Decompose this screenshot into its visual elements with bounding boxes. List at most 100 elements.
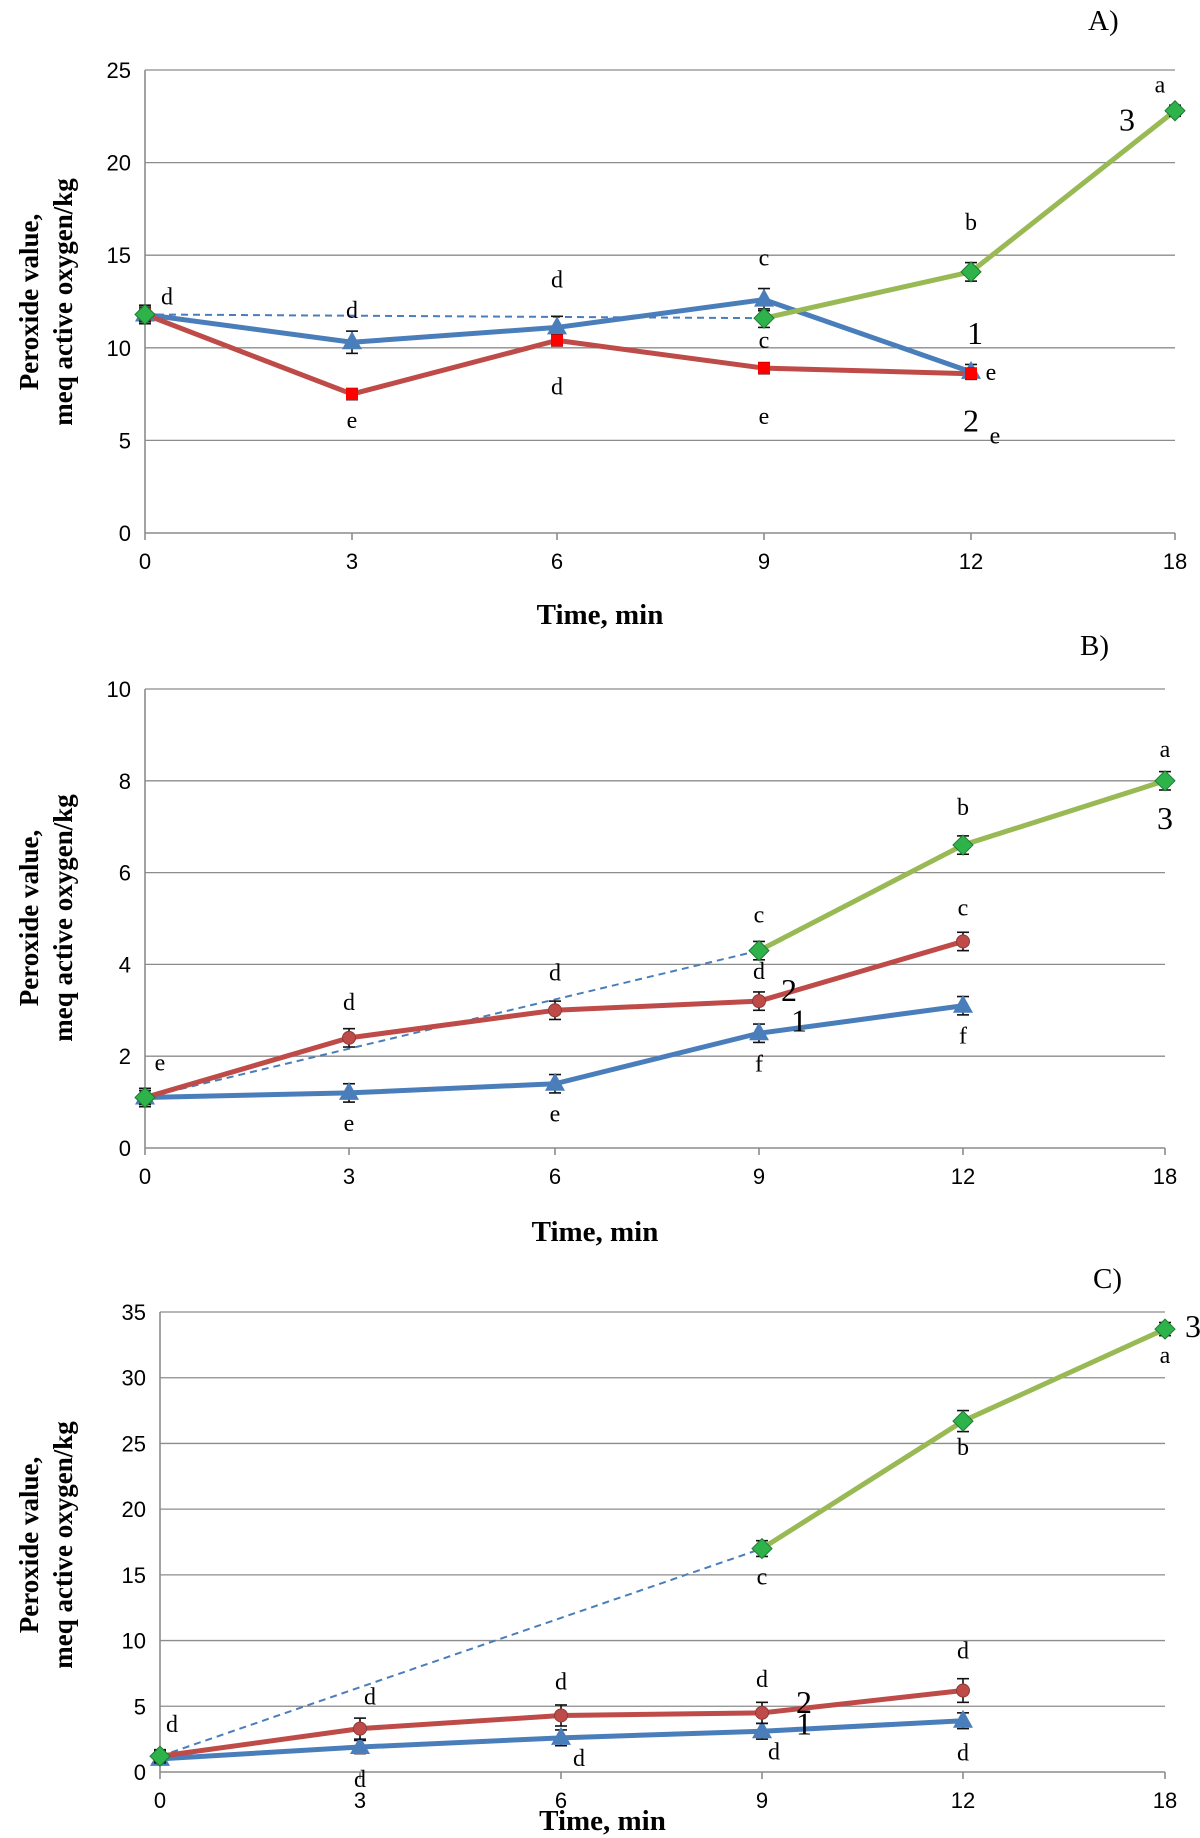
series-3-point [134, 303, 156, 326]
panel-label: B) [1080, 630, 1109, 662]
x-tick-label: 6 [549, 1164, 561, 1189]
significance-letter: b [965, 210, 977, 236]
significance-letter: d [957, 1741, 969, 1767]
significance-letter: c [759, 328, 770, 354]
y-axis-title: Peroxide value, meq active oxygen/kg [14, 1421, 78, 1669]
significance-letter: d [555, 1669, 567, 1695]
series-3-point [952, 834, 974, 856]
series-1-point [953, 994, 973, 1013]
y-tick-label: 20 [107, 151, 131, 176]
y-tick-label: 0 [119, 521, 131, 546]
y-tick-label: 15 [122, 1563, 146, 1588]
series-number-label: 3 [1119, 102, 1135, 138]
series-2-point [342, 1030, 356, 1045]
significance-letter: d [343, 990, 355, 1016]
y-axis-title-line-2: meq active oxygen/kg [48, 1421, 78, 1669]
x-axis-title: Time, min [537, 599, 664, 631]
significance-letter: a [1155, 73, 1166, 99]
x-tick-label: 0 [139, 1164, 151, 1189]
x-tick-label: 0 [154, 1788, 166, 1813]
series-1-point [342, 331, 362, 350]
significance-letter: e [550, 1102, 561, 1128]
y-axis-title-line-1: Peroxide value, [14, 1457, 44, 1633]
series-3-point [751, 1537, 773, 1560]
significance-letter: b [957, 795, 969, 821]
significance-letter: c [754, 903, 765, 929]
y-tick-label: 25 [122, 1431, 146, 1456]
y-tick-label: 35 [122, 1300, 146, 1325]
significance-letter: e [155, 1051, 166, 1077]
series-number-label: 1 [796, 1705, 812, 1741]
significance-letter: d [161, 284, 173, 310]
y-tick-label: 30 [122, 1366, 146, 1391]
series-2-point [346, 388, 358, 401]
x-tick-label: 18 [1163, 549, 1187, 574]
x-tick-label: 3 [354, 1788, 366, 1813]
y-axis-title: Peroxide value, meq active oxygen/kg [14, 794, 78, 1042]
y-axis-title: Peroxide value, meq active oxygen/kg [14, 178, 78, 426]
series-1-point [749, 1022, 769, 1041]
y-tick-label: 10 [107, 677, 131, 702]
series-number-label: 3 [1157, 800, 1173, 836]
series-2-point [956, 1683, 970, 1698]
y-tick-label: 10 [107, 336, 131, 361]
y-tick-label: 8 [119, 769, 131, 794]
y-tick-label: 10 [122, 1629, 146, 1654]
significance-letter: d [346, 298, 358, 324]
series-2-point [758, 362, 770, 375]
x-axis-title: Time, min [532, 1216, 659, 1248]
x-axis-title: Time, min [539, 1805, 666, 1837]
x-tick-label: 9 [758, 549, 770, 574]
x-tick-label: 12 [951, 1164, 975, 1189]
series-3-dashed-connector [144, 313, 765, 320]
series-1-point [752, 1720, 772, 1739]
significance-letter: d [573, 1746, 585, 1772]
series-3-point [149, 1745, 171, 1767]
y-tick-label: 20 [122, 1497, 146, 1522]
series-3-point [952, 1410, 974, 1432]
x-tick-label: 6 [555, 1788, 567, 1813]
significance-letter: d [364, 1685, 376, 1711]
significance-letter: e [990, 424, 1001, 450]
series-1-point [754, 288, 774, 307]
panel-label: A) [1088, 5, 1119, 37]
series-2-point [554, 1708, 568, 1723]
x-tick-label: 3 [346, 549, 358, 574]
significance-letter: d [551, 267, 563, 293]
significance-letter: d [549, 960, 561, 986]
significance-letter: e [344, 1111, 355, 1137]
series-2-point [755, 1705, 769, 1720]
series-3-point [753, 307, 775, 329]
series-number-label: 1 [967, 315, 983, 351]
significance-letter: f [959, 1024, 967, 1050]
series-2-point [965, 367, 977, 380]
significance-letter: b [957, 1435, 969, 1461]
y-tick-label: 4 [119, 952, 131, 977]
series-2-point [548, 1003, 562, 1018]
y-tick-label: 0 [134, 1760, 146, 1785]
x-tick-label: 3 [343, 1164, 355, 1189]
y-axis-title-line-2: meq active oxygen/kg [48, 794, 78, 1042]
significance-letter: d [354, 1767, 366, 1793]
chart-panel-c: 0 5 10 15 20 25 30 35 0 3 6 9 12 18 Time, min Peroxide … [14, 1263, 1200, 1837]
series-2-point [353, 1721, 367, 1736]
x-tick-label: 9 [753, 1164, 765, 1189]
significance-letter: e [759, 404, 770, 430]
panel-label: C) [1093, 1263, 1122, 1295]
significance-letter: f [755, 1051, 763, 1077]
significance-letter: d [166, 1712, 178, 1738]
series-3-dashed-connector [159, 1547, 763, 1758]
y-tick-label: 2 [119, 1044, 131, 1069]
y-tick-label: 6 [119, 861, 131, 886]
series-2-point [551, 334, 563, 347]
x-tick-label: 0 [139, 549, 151, 574]
significance-letter: a [1160, 1343, 1171, 1369]
series-3-point [1164, 100, 1186, 122]
x-tick-label: 12 [959, 549, 983, 574]
series-2-point [752, 994, 766, 1009]
series-1-point [339, 1081, 359, 1100]
x-tick-label: 6 [551, 549, 563, 574]
